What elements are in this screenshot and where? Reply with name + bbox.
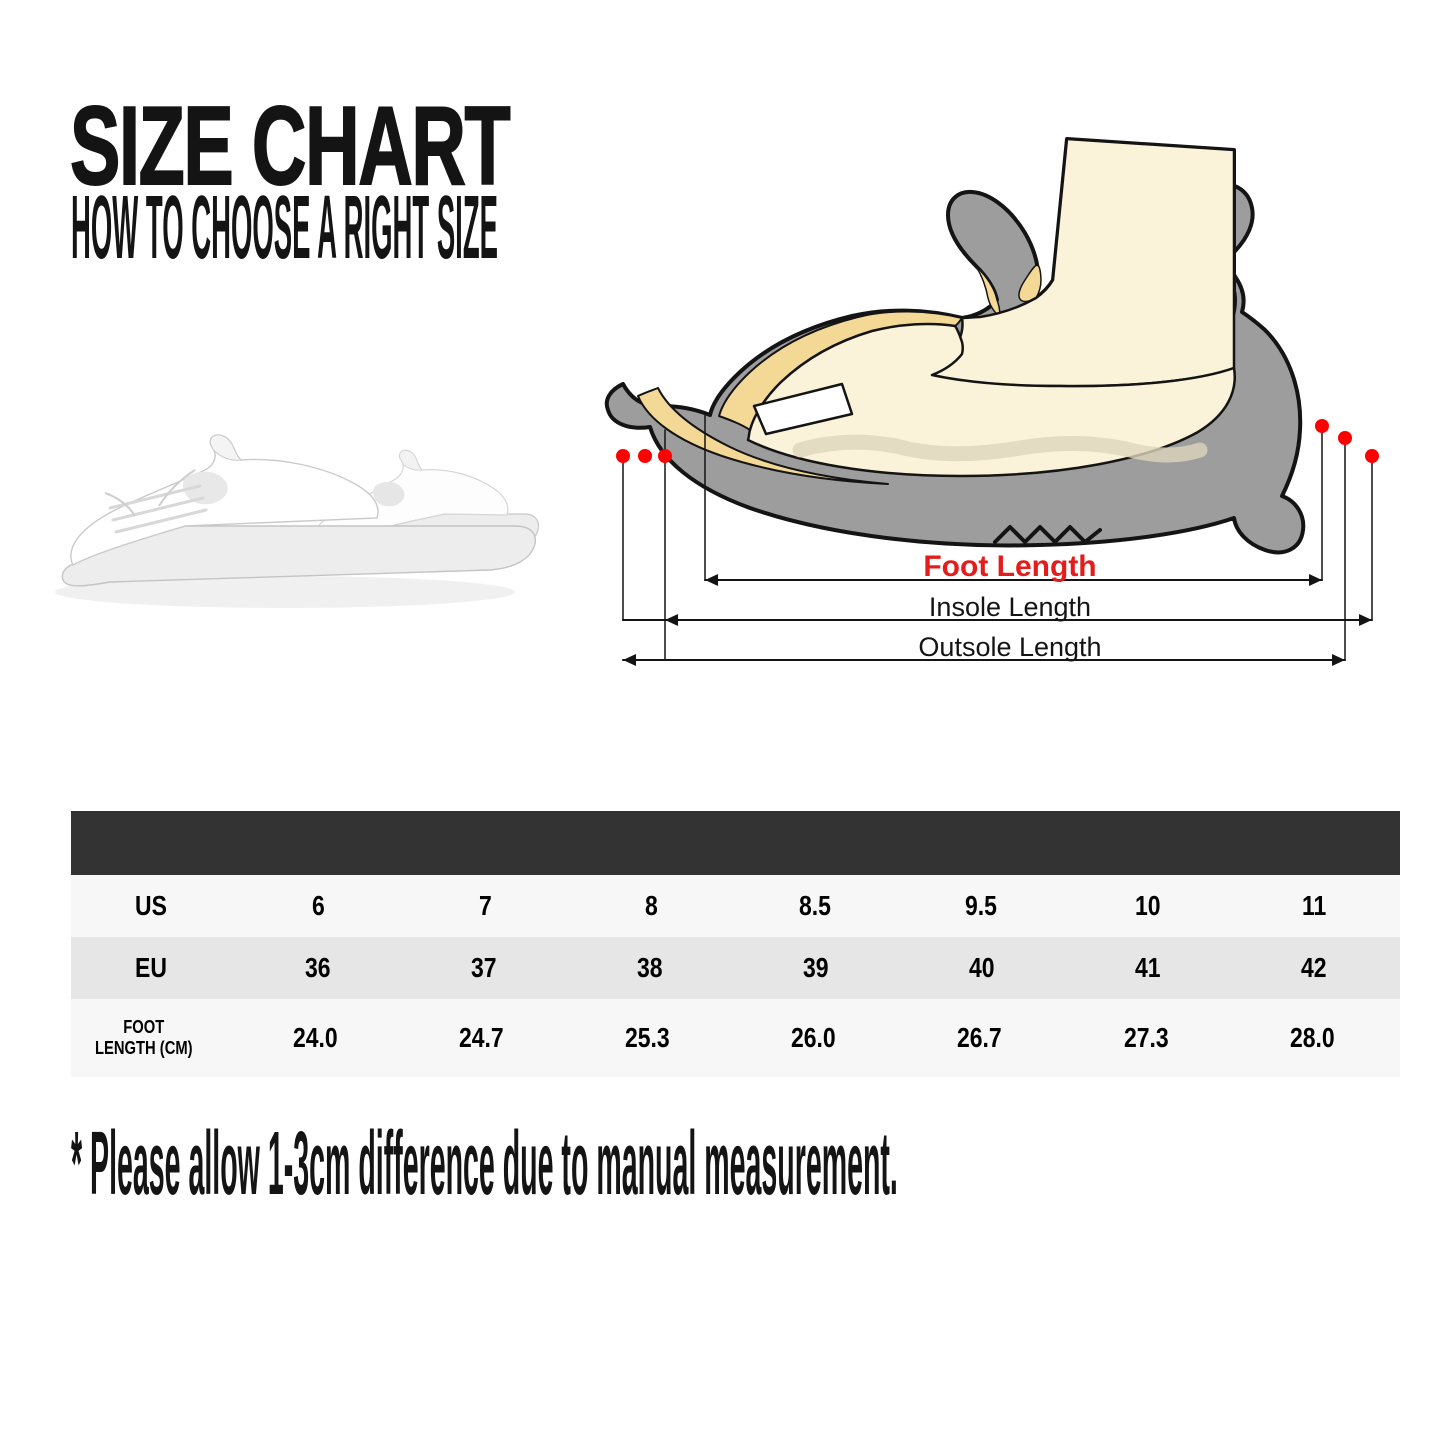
svg-text:Foot Length: Foot Length	[923, 550, 1096, 583]
svg-text:Insole Length: Insole Length	[929, 592, 1091, 622]
svg-text:Outsole Length: Outsole Length	[918, 632, 1101, 662]
